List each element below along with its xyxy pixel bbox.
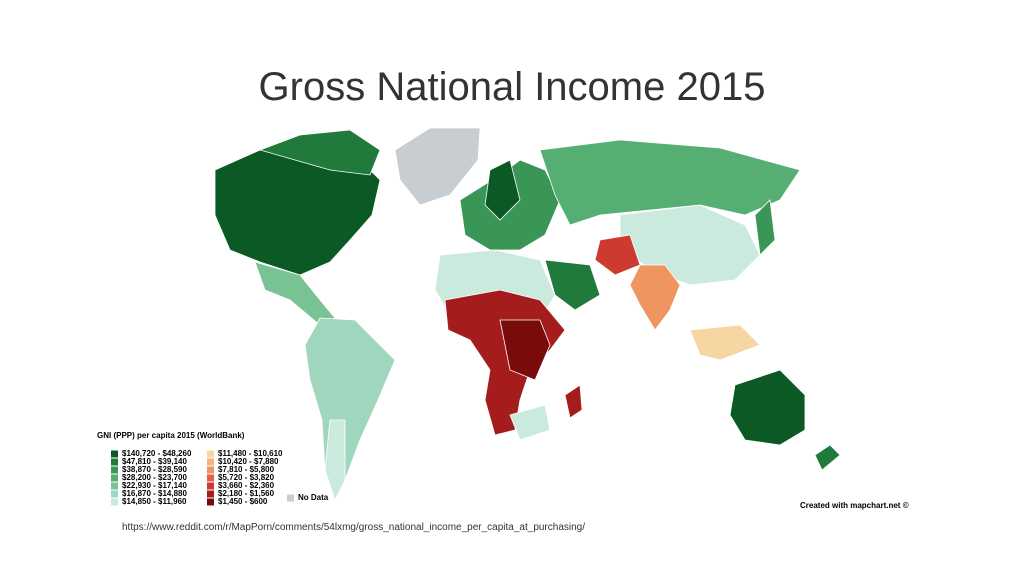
slide-title: Gross National Income 2015 [259,65,766,109]
legend-swatch [111,498,118,506]
legend-label: $47,810 - $39,140 [122,457,187,466]
legend-swatch [111,482,118,490]
legend-label: No Data [298,493,329,502]
legend-label: $140,720 - $48,260 [122,449,192,458]
legend-swatch [207,458,214,466]
legend-label: $22,930 - $17,140 [122,481,187,490]
world-map [214,127,841,502]
legend-swatch [207,450,214,458]
legend-label: $1,450 - $600 [218,497,268,506]
legend-swatch [207,466,214,474]
legend-label: $28,200 - $23,700 [122,473,187,482]
legend-label: $10,420 - $7,880 [218,457,279,466]
legend-label: $14,850 - $11,960 [122,497,187,506]
legend-title: GNI (PPP) per capita 2015 (WorldBank) [97,431,245,440]
legend-swatch [111,490,118,498]
legend-label: $5,720 - $3,820 [218,473,275,482]
legend-swatch [111,458,118,466]
legend: $140,720 - $48,260$47,810 - $39,140$38,8… [111,449,329,506]
legend-label: $2,180 - $1,560 [218,489,275,498]
source-url: https://www.reddit.com/r/MapPorn/comment… [122,522,585,533]
legend-swatch [207,490,214,498]
legend-label: $16,870 - $14,880 [122,489,187,498]
legend-label: $38,870 - $28,590 [122,465,187,474]
legend-swatch [207,474,214,482]
legend-swatch [111,450,118,458]
legend-label: $7,810 - $5,800 [218,465,275,474]
legend-swatch [207,482,214,490]
legend-label: $3,660 - $2,360 [218,481,275,490]
legend-swatch [207,498,214,506]
legend-swatch [287,494,294,502]
legend-swatch [111,466,118,474]
legend-swatch [111,474,118,482]
credit: Created with mapchart.net © [800,501,909,510]
legend-label: $11,480 - $10,610 [218,449,283,458]
